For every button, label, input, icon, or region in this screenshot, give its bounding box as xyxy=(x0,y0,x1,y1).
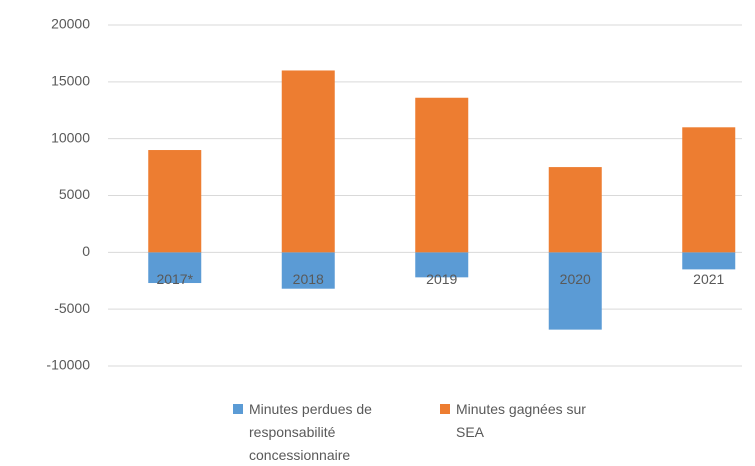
legend-item: Minutes perdues de responsabilité conces… xyxy=(233,398,434,466)
bar xyxy=(415,97,469,253)
x-tick-label: 2019 xyxy=(426,271,457,287)
bar xyxy=(548,252,602,330)
x-tick-label: 2017* xyxy=(156,271,193,287)
bar xyxy=(548,167,602,253)
bar xyxy=(281,70,335,253)
y-tick-label: 5000 xyxy=(59,186,90,202)
bar xyxy=(281,252,335,289)
bar xyxy=(682,127,736,253)
x-tick-label: 2021 xyxy=(693,271,724,287)
bar xyxy=(415,252,469,278)
y-tick-label: -5000 xyxy=(54,300,90,316)
y-tick-label: -10000 xyxy=(46,357,90,373)
bar xyxy=(148,150,202,253)
y-tick-label: 10000 xyxy=(51,129,90,145)
y-tick-label: 20000 xyxy=(51,16,90,32)
legend-item: Minutes gagnées sur SEA xyxy=(440,398,616,444)
bar xyxy=(682,252,736,270)
legend-swatch xyxy=(233,404,243,414)
y-tick-label: 15000 xyxy=(51,73,90,89)
legend-label: Minutes perdues de responsabilité conces… xyxy=(249,401,372,463)
x-tick-label: 2018 xyxy=(293,271,324,287)
legend-label: Minutes gagnées sur SEA xyxy=(456,401,586,440)
legend-swatch xyxy=(440,404,450,414)
bar xyxy=(148,252,202,284)
y-tick-label: 0 xyxy=(82,243,90,259)
x-tick-label: 2020 xyxy=(560,271,591,287)
